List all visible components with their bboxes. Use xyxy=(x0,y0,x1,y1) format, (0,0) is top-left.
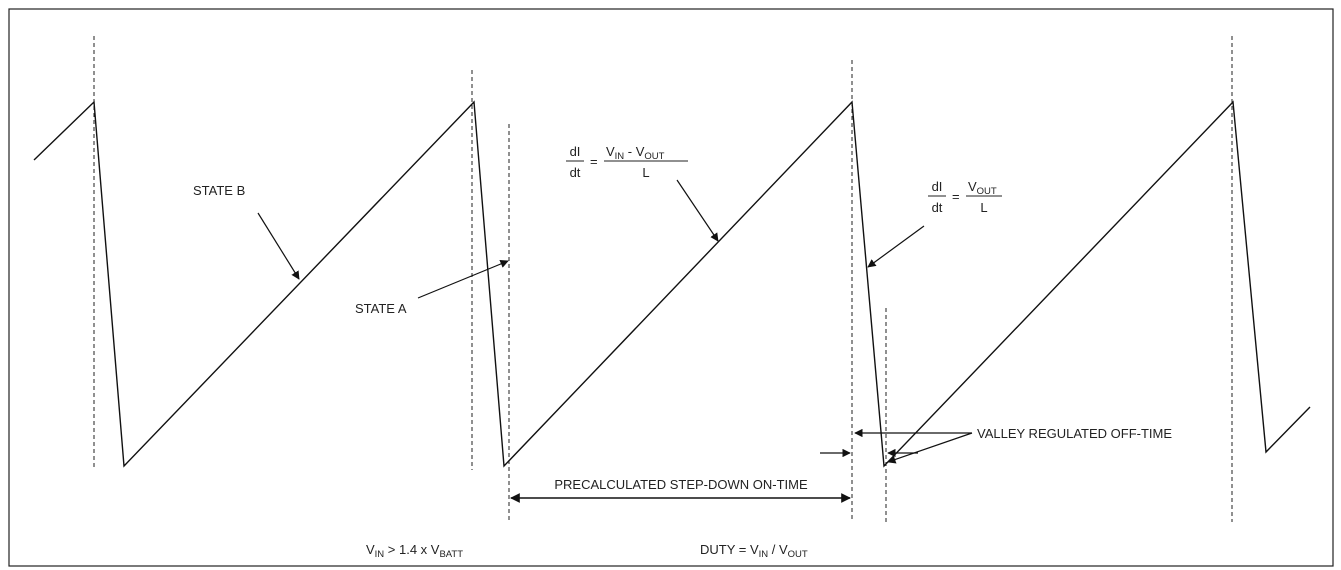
svg-text:=: = xyxy=(952,189,960,204)
falling-slope-arrow xyxy=(867,225,925,268)
state-b-arrow xyxy=(257,212,300,280)
condition-duty: DUTY = VIN / VOUT xyxy=(700,542,808,560)
dashed-reference-lines xyxy=(93,36,1233,522)
on-time-label: PRECALCULATED STEP-DOWN ON-TIME xyxy=(554,477,808,492)
falling-slope-equation: dI dt = VOUT L xyxy=(928,179,1002,215)
rising-slope-arrow xyxy=(676,179,719,242)
state-a-arrow xyxy=(417,259,509,299)
diagram-frame xyxy=(8,8,1334,567)
svg-text:VOUT: VOUT xyxy=(968,179,997,197)
condition-vin-vbatt: VIN > 1.4 x VBATT xyxy=(366,542,463,560)
off-time-leader-diagonal xyxy=(887,432,973,464)
svg-text:VIN - VOUT: VIN - VOUT xyxy=(606,144,665,162)
state-a-label: STATE A xyxy=(355,301,407,316)
rising-slope-equation: dI dt = VIN - VOUT L xyxy=(566,144,688,180)
svg-text:L: L xyxy=(980,200,987,215)
state-b-label: STATE B xyxy=(193,183,245,198)
inductor-current-waveform xyxy=(33,100,1311,468)
svg-text:L: L xyxy=(642,165,649,180)
svg-text:dt: dt xyxy=(570,165,581,180)
svg-text:dt: dt xyxy=(932,200,943,215)
off-time-label: VALLEY REGULATED OFF-TIME xyxy=(977,426,1172,441)
svg-text:dI: dI xyxy=(570,144,581,159)
svg-text:=: = xyxy=(590,154,598,169)
svg-text:dI: dI xyxy=(932,179,943,194)
